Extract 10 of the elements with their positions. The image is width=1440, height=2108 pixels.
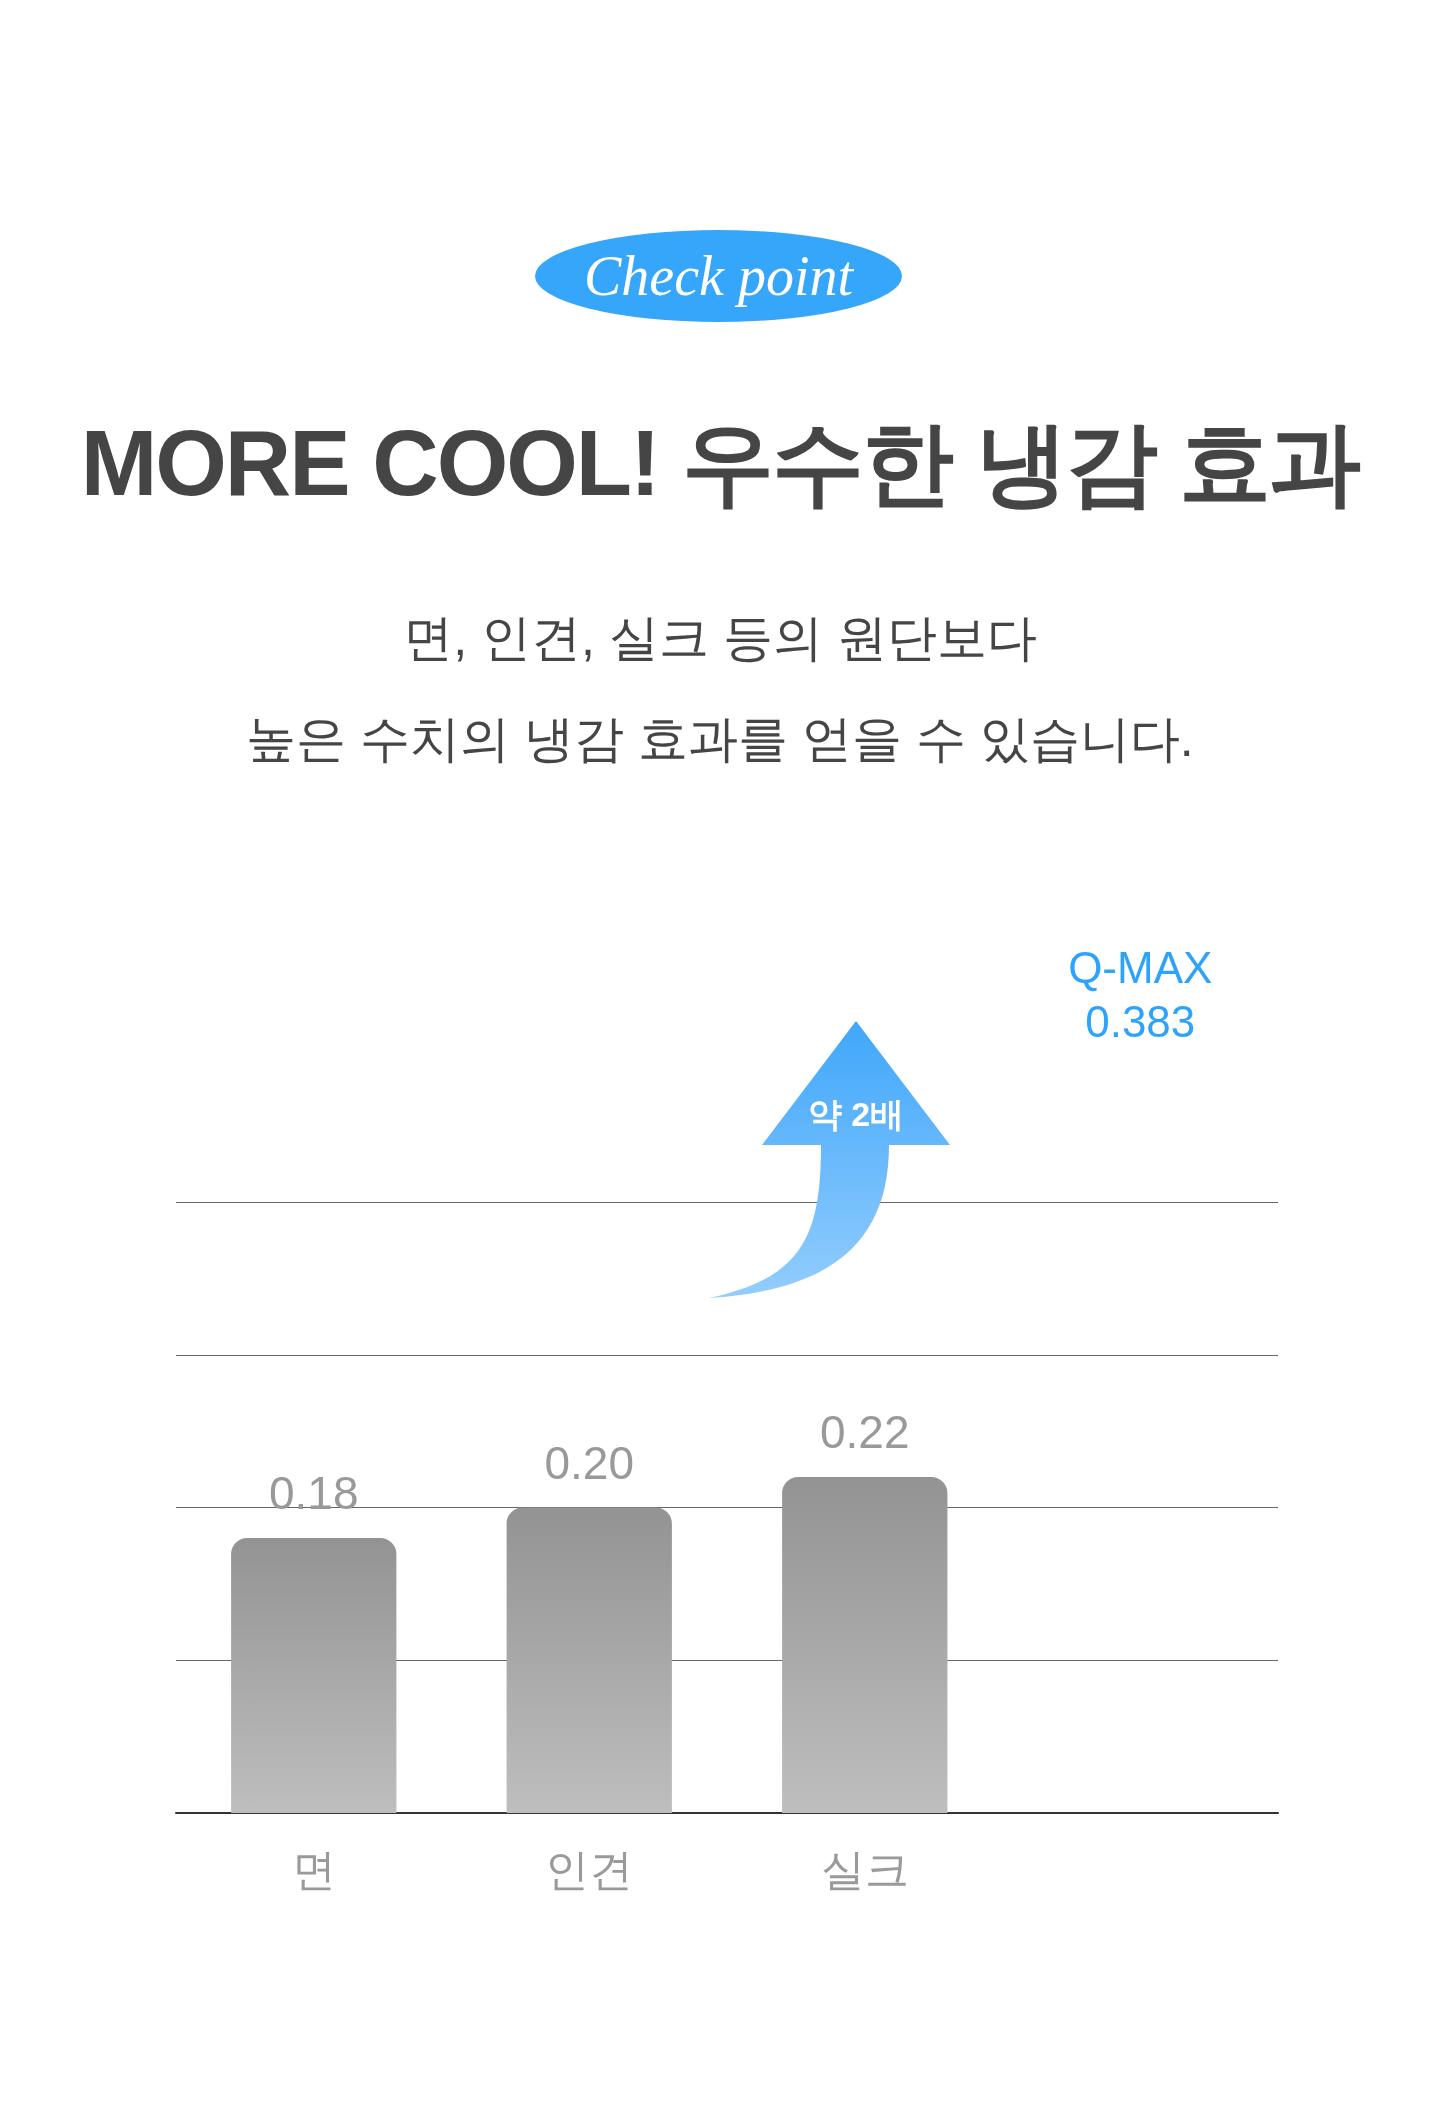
text: 약 2배 [806,1094,906,1135]
chart-subtitle: 면, 인견, 실크 등의 원단보다 높은 수치의 냉감 효과를 얻을 수 있습니다. [245,609,1195,769]
data-label: 0.22 [819,1405,910,1458]
data-label: 0.18 [268,1467,359,1520]
data-label: 0.20 [544,1436,635,1489]
text: Q-MAX 0.383 [1067,942,1214,1048]
x-tick-label: 인견 [545,1844,634,1894]
x-tick-label: 실크 [820,1844,909,1894]
chart-title: MORE COOL! 우수한 냉감 효과 [79,411,1361,516]
x-tick-label: 면 [291,1844,336,1894]
